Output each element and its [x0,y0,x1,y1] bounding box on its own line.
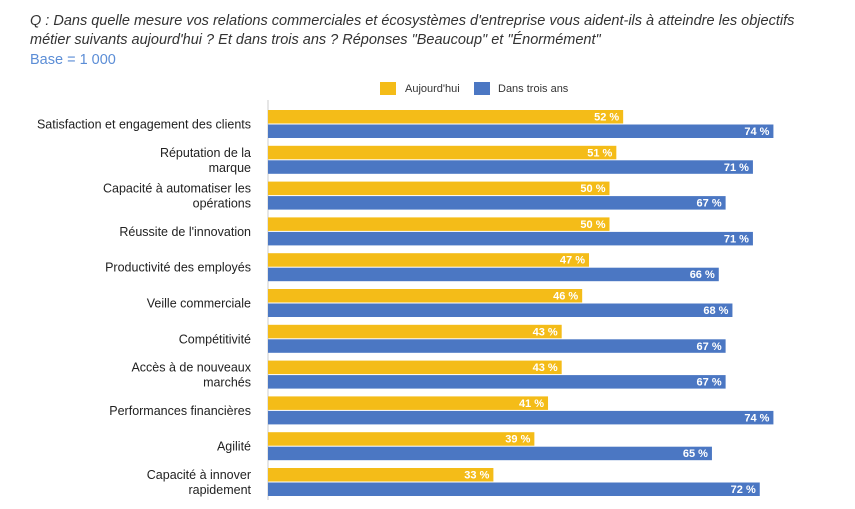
category-label: Compétitivité [179,332,251,346]
bar-future [268,303,733,317]
data-label-future: 66 % [690,269,715,281]
bar-future [268,267,719,282]
category-label: Réussite de l'innovation [119,225,251,239]
bar-today [268,468,494,482]
data-label-today: 51 % [587,147,612,159]
data-label-future: 65 % [683,448,708,460]
category-label: Capacité à innover [147,468,251,482]
data-label-future: 74 % [744,412,769,424]
bar-today [268,289,583,303]
bar-today [268,145,617,160]
category-label: Performances financières [109,404,251,418]
category-label: Agilité [217,440,251,454]
category-label: Accès à de nouveaux [131,361,251,375]
bar-future [268,446,712,461]
category-label: rapidement [188,483,251,497]
bar-future [268,375,726,389]
legend-swatch-today [380,82,396,95]
legend-swatch-future [474,82,490,95]
data-label-today: 50 % [580,183,605,195]
data-label-future: 67 % [697,198,722,210]
data-label-future: 68 % [703,305,728,317]
bar-today [268,324,562,339]
data-label-today: 47 % [560,255,585,267]
bar-future [268,231,753,246]
bar-future [268,196,726,210]
bar-future [268,124,774,138]
chart-question: Q : Dans quelle mesure vos relations com… [30,13,795,48]
bar-today [268,432,535,446]
data-label-today: 52 % [594,112,619,124]
data-label-future: 72 % [731,484,756,496]
category-label: Productivité des employés [105,261,251,275]
data-label-today: 41 % [519,398,544,410]
category-label: Réputation de la [160,146,251,160]
legend-label-future: Dans trois ans [498,83,569,95]
bar-today [268,396,549,410]
category-label: Capacité à automatiser les [103,182,251,196]
data-label-today: 43 % [533,326,558,338]
base-count: Base = 1 000 [30,52,116,68]
bar-today [268,360,562,375]
data-label-future: 71 % [724,233,749,245]
bar-future [268,339,726,353]
category-label: Satisfaction et engagement des clients [37,118,251,132]
category-label: Veille commerciale [147,297,251,311]
bar-today [268,181,610,196]
data-label-today: 46 % [553,291,578,303]
data-label-future: 67 % [697,341,722,353]
legend-label-today: Aujourd'hui [405,83,460,95]
data-label-today: 33 % [464,470,489,482]
category-label: opérations [193,197,251,211]
bar-future [268,482,760,496]
bar-today [268,110,624,124]
bar-today [268,217,610,231]
data-label-future: 67 % [697,377,722,389]
category-label: marchés [203,376,251,390]
data-label-future: 71 % [724,162,749,174]
data-label-today: 43 % [533,362,558,374]
data-label-today: 50 % [580,219,605,231]
category-label: marque [209,161,251,175]
bar-future [268,410,774,425]
bar-future [268,160,753,174]
data-label-future: 74 % [744,126,769,138]
data-label-today: 39 % [505,434,530,446]
bar-today [268,253,590,267]
